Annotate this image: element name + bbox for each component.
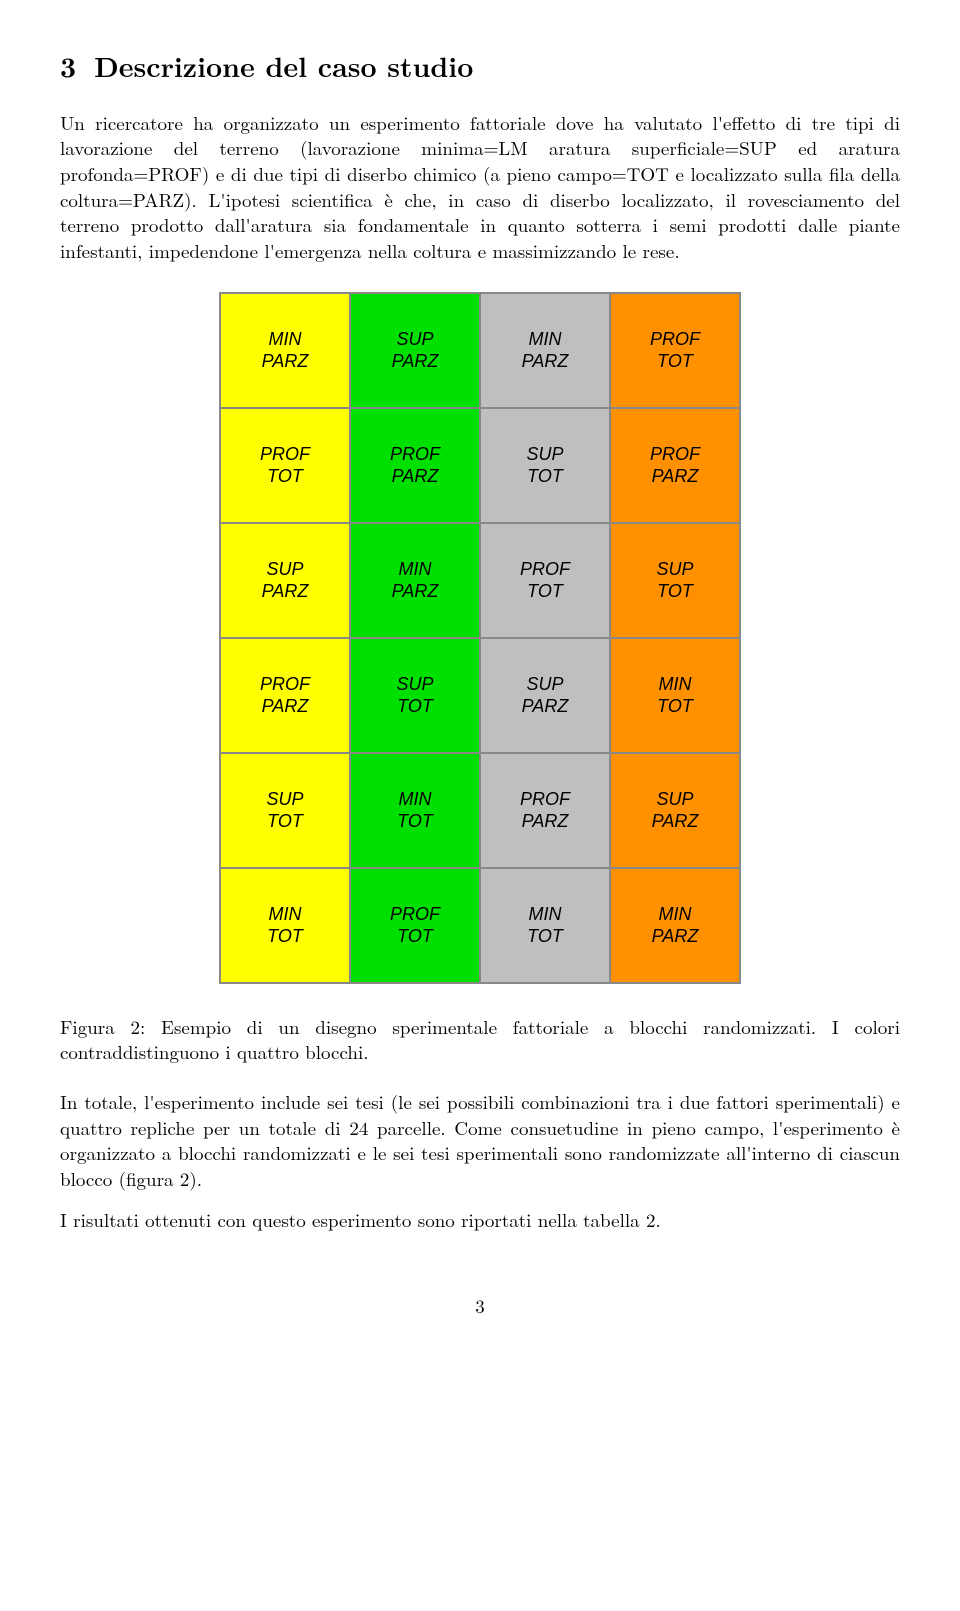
cell-line-2: TOT xyxy=(657,350,693,373)
cell-line-1: SUP xyxy=(396,673,433,696)
cell-line-2: TOT xyxy=(267,465,303,488)
cell-line-1: SUP xyxy=(656,788,693,811)
grid-cell: MINPARZ xyxy=(610,868,740,983)
grid-cell: MINPARZ xyxy=(220,293,350,408)
grid-cell: PROFPARZ xyxy=(350,408,480,523)
cell-line-1: SUP xyxy=(396,328,433,351)
cell-line-2: PARZ xyxy=(522,695,569,718)
grid-cell: SUPPARZ xyxy=(480,638,610,753)
grid-cell: PROFTOT xyxy=(480,523,610,638)
grid-cell: PROFPARZ xyxy=(610,408,740,523)
cell-line-1: MIN xyxy=(269,328,302,351)
cell-line-1: PROF xyxy=(260,443,310,466)
section-heading: 3 Descrizione del caso studio xyxy=(60,48,900,86)
section-title: Descrizione del caso studio xyxy=(94,46,473,86)
cell-line-1: SUP xyxy=(266,558,303,581)
cell-line-1: PROF xyxy=(520,558,570,581)
cell-line-1: SUP xyxy=(656,558,693,581)
grid-cell: SUPTOT xyxy=(480,408,610,523)
cell-line-2: TOT xyxy=(657,695,693,718)
grid-cell: PROFPARZ xyxy=(220,638,350,753)
grid-cell: SUPPARZ xyxy=(350,293,480,408)
cell-line-2: TOT xyxy=(397,925,433,948)
cell-line-1: SUP xyxy=(526,443,563,466)
grid-row: MINPARZSUPPARZMINPARZPROFTOT xyxy=(220,293,740,408)
cell-line-1: MIN xyxy=(399,558,432,581)
grid-cell: MINTOT xyxy=(350,753,480,868)
cell-line-1: MIN xyxy=(529,903,562,926)
grid-cell: SUPPARZ xyxy=(220,523,350,638)
cell-line-2: PARZ xyxy=(652,925,699,948)
grid-row: SUPPARZMINPARZPROFTOTSUPTOT xyxy=(220,523,740,638)
cell-line-2: TOT xyxy=(657,580,693,603)
cell-line-2: PARZ xyxy=(262,695,309,718)
cell-line-1: MIN xyxy=(529,328,562,351)
grid-cell: PROFTOT xyxy=(220,408,350,523)
cell-line-1: PROF xyxy=(390,443,440,466)
grid-cell: MINTOT xyxy=(220,868,350,983)
grid-cell: SUPTOT xyxy=(610,523,740,638)
paragraph-1: Un ricercatore ha organizzato un esperim… xyxy=(60,110,900,264)
grid-row: PROFPARZSUPTOTSUPPARZMINTOT xyxy=(220,638,740,753)
cell-line-2: PARZ xyxy=(392,350,439,373)
cell-line-2: TOT xyxy=(267,810,303,833)
cell-line-2: PARZ xyxy=(392,580,439,603)
cell-line-2: TOT xyxy=(397,810,433,833)
grid-cell: SUPTOT xyxy=(350,638,480,753)
cell-line-1: MIN xyxy=(269,903,302,926)
cell-line-1: PROF xyxy=(650,328,700,351)
cell-line-1: SUP xyxy=(526,673,563,696)
cell-line-2: PARZ xyxy=(392,465,439,488)
grid-row: MINTOTPROFTOTMINTOTMINPARZ xyxy=(220,868,740,983)
grid-cell: SUPPARZ xyxy=(610,753,740,868)
grid-cell: PROFPARZ xyxy=(480,753,610,868)
grid-cell: SUPTOT xyxy=(220,753,350,868)
cell-line-2: TOT xyxy=(527,580,563,603)
page-number: 3 xyxy=(60,1293,900,1319)
cell-line-1: MIN xyxy=(399,788,432,811)
grid-cell: MINTOT xyxy=(610,638,740,753)
cell-line-2: TOT xyxy=(267,925,303,948)
grid-cell: MINPARZ xyxy=(480,293,610,408)
cell-line-1: PROF xyxy=(390,903,440,926)
cell-line-2: TOT xyxy=(527,465,563,488)
cell-line-1: PROF xyxy=(520,788,570,811)
section-number: 3 xyxy=(60,46,76,86)
grid-cell: MINTOT xyxy=(480,868,610,983)
cell-line-1: SUP xyxy=(266,788,303,811)
cell-line-2: TOT xyxy=(397,695,433,718)
cell-line-1: PROF xyxy=(650,443,700,466)
cell-line-2: PARZ xyxy=(522,810,569,833)
grid-cell: PROFTOT xyxy=(610,293,740,408)
paragraph-3: I risultati ottenuti con questo esperime… xyxy=(60,1207,900,1233)
cell-line-2: PARZ xyxy=(262,350,309,373)
cell-line-1: MIN xyxy=(659,903,692,926)
cell-line-2: PARZ xyxy=(652,465,699,488)
figure-2-caption: Figura 2: Esempio di un disegno sperimen… xyxy=(60,1014,900,1065)
figure-2: MINPARZSUPPARZMINPARZPROFTOTPROFTOTPROFP… xyxy=(60,292,900,984)
cell-line-2: PARZ xyxy=(522,350,569,373)
cell-line-2: TOT xyxy=(527,925,563,948)
experiment-grid: MINPARZSUPPARZMINPARZPROFTOTPROFTOTPROFP… xyxy=(219,292,741,984)
grid-cell: MINPARZ xyxy=(350,523,480,638)
paragraph-2: In totale, l'esperimento include sei tes… xyxy=(60,1089,900,1192)
cell-line-2: PARZ xyxy=(652,810,699,833)
cell-line-1: MIN xyxy=(659,673,692,696)
grid-cell: PROFTOT xyxy=(350,868,480,983)
cell-line-1: PROF xyxy=(260,673,310,696)
grid-row: SUPTOTMINTOTPROFPARZSUPPARZ xyxy=(220,753,740,868)
grid-row: PROFTOTPROFPARZSUPTOTPROFPARZ xyxy=(220,408,740,523)
cell-line-2: PARZ xyxy=(262,580,309,603)
